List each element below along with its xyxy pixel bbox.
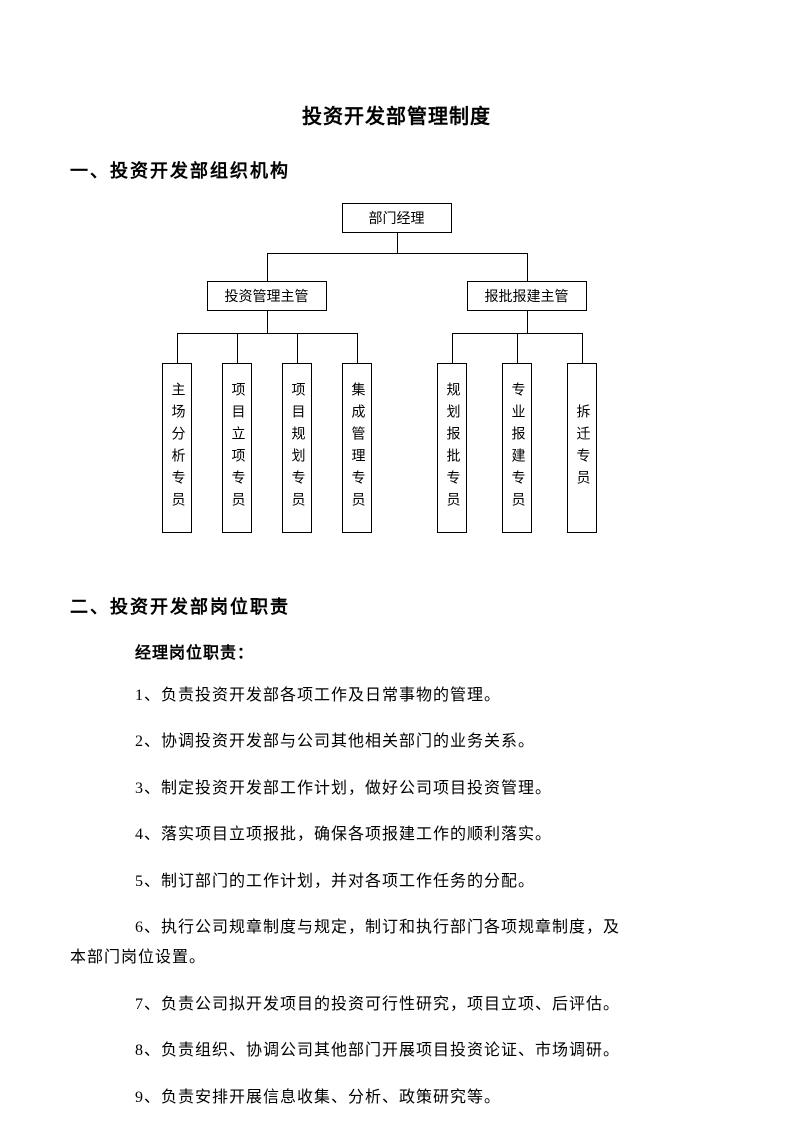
page-title: 投资开发部管理制度 [70, 100, 723, 129]
connector-line [177, 333, 357, 334]
connector-line [267, 253, 268, 281]
section-2-heading: 二、投资开发部岗位职责 [70, 593, 723, 619]
duty-item-9: 9、负责安排开展信息收集、分析、政策研究等。 [135, 1083, 723, 1113]
duty-item-4: 4、落实项目立项报批，确保各项报建工作的顺利落实。 [135, 820, 723, 850]
duty-item-8: 8、负责组织、协调公司其他部门开展项目投资论证、市场调研。 [135, 1036, 723, 1066]
duty-item-5: 5、制订部门的工作计划，并对各项工作任务的分配。 [135, 867, 723, 897]
connector-line [527, 253, 528, 281]
node-leaf-5: 规划报批专员 [437, 363, 467, 533]
duty-item-3: 3、制定投资开发部工作计划，做好公司项目投资管理。 [135, 774, 723, 804]
connector-line [527, 311, 528, 333]
duty-item-1: 1、负责投资开发部各项工作及日常事物的管理。 [135, 681, 723, 711]
section-1-heading: 一、投资开发部组织机构 [70, 157, 723, 183]
connector-line [517, 333, 518, 363]
sub-heading-manager-duties: 经理岗位职责： [135, 639, 723, 663]
node-leaf-7: 拆迁专员 [567, 363, 597, 533]
connector-line [177, 333, 178, 363]
connector-line [267, 253, 527, 254]
connector-line [267, 311, 268, 333]
node-leaf-6: 专业报建专员 [502, 363, 532, 533]
node-leaf-4: 集成管理专员 [342, 363, 372, 533]
node-department-manager: 部门经理 [342, 203, 452, 233]
duty-item-6: 6、执行公司规章制度与规定，制订和执行部门各项规章制度，及 本部门岗位设置。 [70, 913, 723, 974]
node-leaf-1: 主场分析专员 [162, 363, 192, 533]
connector-line [297, 333, 298, 363]
node-investment-supervisor: 投资管理主管 [207, 281, 327, 311]
node-leaf-3: 项目规划专员 [282, 363, 312, 533]
node-leaf-2: 项目立项专员 [222, 363, 252, 533]
connector-line [582, 333, 583, 363]
node-approval-supervisor: 报批报建主管 [467, 281, 587, 311]
duty-item-6-line1: 6、执行公司规章制度与规定，制订和执行部门各项规章制度，及 [135, 913, 723, 943]
connector-line [237, 333, 238, 363]
duty-item-6-line2: 本部门岗位设置。 [70, 943, 723, 973]
connector-line [397, 233, 398, 253]
org-chart: 部门经理 投资管理主管 报批报建主管 主场分析专员 项目立项专员 项目规划专员 … [117, 203, 677, 563]
duty-item-7: 7、负责公司拟开发项目的投资可行性研究，项目立项、后评估。 [135, 990, 723, 1020]
connector-line [452, 333, 453, 363]
connector-line [357, 333, 358, 363]
duty-item-2: 2、协调投资开发部与公司其他相关部门的业务关系。 [135, 727, 723, 757]
